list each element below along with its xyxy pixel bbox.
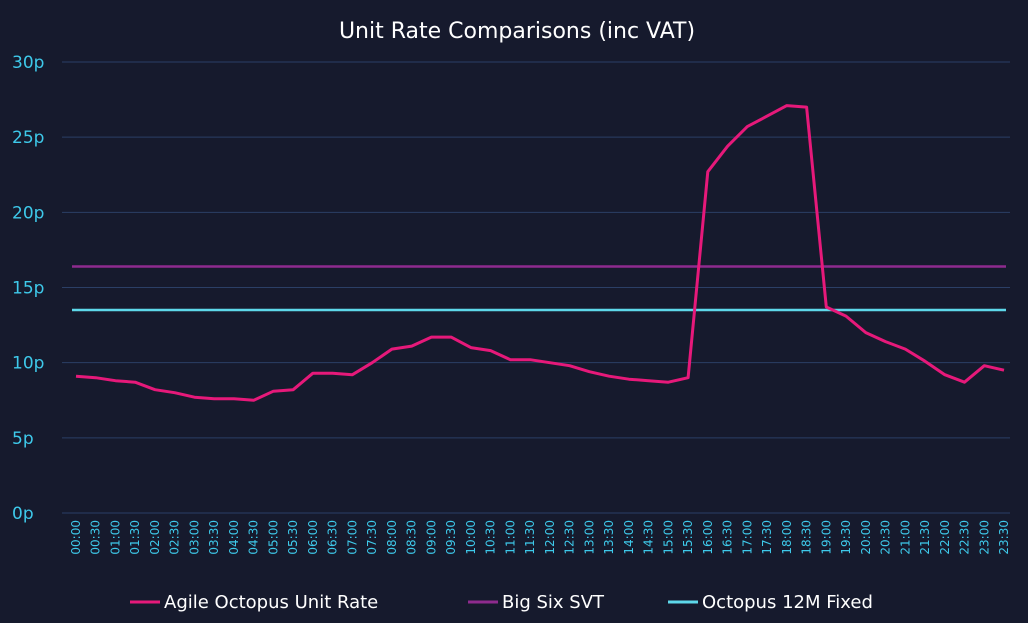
x-tick-label: 21:00 (898, 520, 912, 555)
x-tick-label: 16:00 (701, 520, 715, 555)
y-tick-label: 25p (12, 128, 44, 148)
x-tick-label: 00:30 (89, 520, 103, 555)
x-tick-label: 06:30 (326, 520, 340, 555)
x-tick-label: 22:00 (938, 520, 952, 555)
x-tick-label: 05:00 (266, 520, 280, 555)
x-tick-label: 18:30 (800, 520, 814, 555)
x-tick-label: 22:30 (958, 520, 972, 555)
y-tick-label: 5p (12, 429, 34, 449)
x-tick-label: 20:30 (879, 520, 893, 555)
x-axis: 00:00 00:30 01:00 01:30 02:00 02:30 03:00 03:30… (69, 520, 1011, 555)
legend-label: Octopus 12M Fixed (702, 592, 873, 613)
x-tick-label: 04:30 (247, 520, 261, 555)
x-tick-label: 13:00 (582, 520, 596, 555)
x-tick-label: 14:00 (622, 520, 636, 555)
x-tick-label: 18:00 (780, 520, 794, 555)
x-tick-label: 11:30 (523, 520, 537, 555)
x-tick-label: 10:00 (464, 520, 478, 555)
grid-lines (62, 61, 1010, 514)
x-tick-label: 06:00 (306, 520, 320, 555)
series-lines (72, 104, 1006, 402)
x-tick-label: 15:00 (661, 520, 675, 555)
x-tick-label: 17:00 (740, 520, 754, 555)
y-axis: 0p 5p 10p 15p 20p 25p 30p (12, 53, 44, 524)
x-tick-label: 08:00 (385, 520, 399, 555)
legend: Agile Octopus Unit Rate Big Six SVT Octopu… (130, 592, 873, 613)
x-tick-label: 03:30 (207, 520, 221, 555)
x-tick-label: 14:30 (642, 520, 656, 555)
y-tick-label: 0p (12, 504, 34, 524)
x-tick-label: 16:30 (721, 520, 735, 555)
x-tick-label: 02:30 (168, 520, 182, 555)
x-tick-label: 02:00 (148, 520, 162, 555)
x-tick-label: 10:30 (484, 520, 498, 555)
x-tick-label: 07:30 (365, 520, 379, 555)
x-tick-label: 08:30 (405, 520, 419, 555)
y-tick-label: 15p (12, 279, 44, 299)
x-tick-label: 13:30 (602, 520, 616, 555)
x-tick-label: 12:30 (563, 520, 577, 555)
x-tick-label: 09:00 (424, 520, 438, 555)
x-tick-label: 01:00 (108, 520, 122, 555)
y-tick-label: 30p (12, 53, 44, 73)
x-tick-label: 17:30 (760, 520, 774, 555)
x-tick-label: 03:00 (187, 520, 201, 555)
x-tick-label: 05:30 (286, 520, 300, 555)
y-tick-label: 20p (12, 203, 44, 223)
y-tick-label: 10p (12, 354, 44, 374)
x-tick-label: 19:00 (819, 520, 833, 555)
x-tick-label: 07:00 (345, 520, 359, 555)
x-tick-label: 15:30 (681, 520, 695, 555)
legend-label: Big Six SVT (502, 592, 605, 613)
x-tick-label: 11:00 (503, 520, 517, 555)
x-tick-label: 04:00 (227, 520, 241, 555)
x-tick-label: 21:30 (918, 520, 932, 555)
chart-title: Unit Rate Comparisons (inc VAT) (339, 19, 695, 44)
series-line-0 (75, 104, 1005, 402)
x-tick-label: 20:00 (859, 520, 873, 555)
x-tick-label: 23:00 (977, 520, 991, 555)
x-tick-label: 00:00 (69, 520, 83, 555)
x-tick-label: 01:30 (128, 520, 142, 555)
x-tick-label: 12:00 (543, 520, 557, 555)
x-tick-label: 19:30 (839, 520, 853, 555)
x-tick-label: 09:30 (444, 520, 458, 555)
x-tick-label: 23:30 (997, 520, 1011, 555)
legend-label: Agile Octopus Unit Rate (164, 592, 378, 613)
